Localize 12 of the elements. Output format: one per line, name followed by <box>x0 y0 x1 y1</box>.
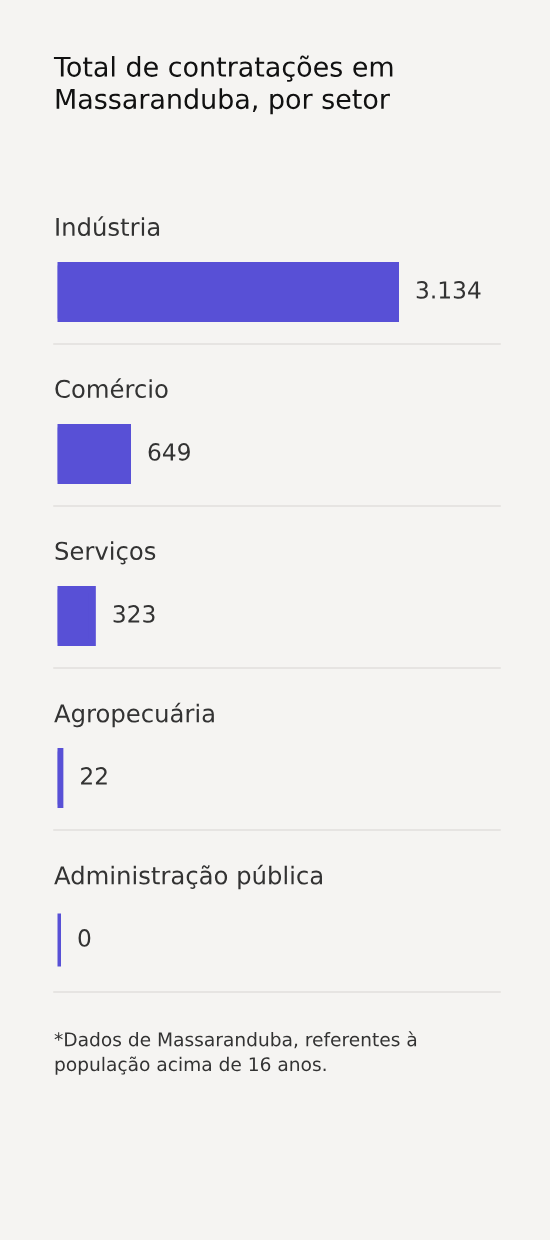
data-label: 22 <box>81 767 107 785</box>
y-tick-label: Indústria <box>56 216 160 237</box>
y-tick-label: Comércio <box>55 378 168 399</box>
data-label: 0 <box>78 929 91 947</box>
data-label: 3.134 <box>416 281 481 299</box>
chart-title: Total de contratações em Massaranduba, por setor <box>53 55 393 115</box>
y-tick-label: Serviços <box>55 541 156 565</box>
data-label: 323 <box>113 605 155 623</box>
y-tick-label: Agropecuária <box>54 702 214 728</box>
y-tick-label: Administração pública <box>54 864 322 890</box>
text: *Dados de Massaranduba, referentes à população acima de 16 anos. <box>54 1031 417 1075</box>
data-label: 649 <box>148 443 190 461</box>
